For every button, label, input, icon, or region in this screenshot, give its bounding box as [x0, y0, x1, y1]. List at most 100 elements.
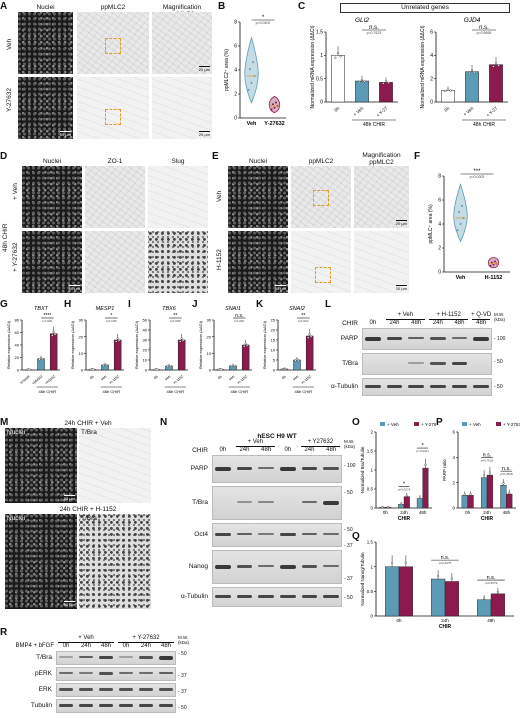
y-tick-label: 4 — [234, 68, 237, 74]
micrograph-magnified-y27632: 20 µm — [152, 77, 212, 139]
y-tick-label: 1.5 — [367, 449, 374, 454]
x-tick-label: H-1152 — [301, 374, 312, 384]
panel-label-m: M — [0, 417, 9, 428]
chart-title: GLI2 — [355, 17, 369, 24]
x-tick-label: 0h — [153, 374, 159, 380]
data-point — [249, 68, 251, 71]
mw-title: M.W. (kDa) — [494, 312, 505, 322]
y-tick-label: 20 — [271, 328, 276, 333]
band — [280, 467, 296, 471]
micrograph-m-tbra-veh: T/Bra — [79, 428, 151, 503]
lane-group-label: + Veh — [247, 439, 264, 445]
y-tick-label: 6 — [452, 430, 455, 435]
m-bottom-title: 24h CHIR + H-1152 — [59, 506, 117, 513]
data-point — [483, 597, 486, 600]
bar — [481, 477, 488, 509]
y-tick-label: 8 — [234, 20, 237, 26]
mw-marker: - 100 — [344, 463, 356, 469]
bar — [500, 484, 507, 509]
y-tick-label: 0 — [438, 270, 441, 276]
blot-strip — [56, 667, 176, 681]
data-point — [473, 71, 476, 74]
band — [98, 672, 114, 675]
chart-f: 0 2 4 6 8 ppMLC⁺ area (%) Veh H-1152 ***p=0.0002 — [428, 169, 510, 281]
lane-label: 48h — [261, 447, 272, 453]
band — [473, 385, 489, 389]
chart-title: SNAI1 — [225, 306, 241, 312]
x-axis-label: CHIR — [439, 624, 452, 630]
y-tick-label: 10 — [207, 351, 212, 356]
roi-box — [313, 190, 329, 206]
bar — [444, 581, 460, 617]
significance-stars: *** — [473, 169, 481, 175]
micrograph-title: T/Bra — [81, 429, 97, 436]
lane-group-label: + Veh — [78, 635, 94, 641]
band — [430, 362, 446, 365]
data-point — [243, 345, 246, 348]
bar — [305, 335, 314, 371]
chart-i: 0 10 20 30 40 50 Relative expression (ΔΔCt) TBX… — [134, 306, 188, 394]
x-tick-label: Y-27632 — [264, 121, 285, 127]
y-axis-label: Relative expression (ΔΔCt) — [198, 320, 203, 369]
data-point — [247, 88, 250, 91]
significance-stars: * — [403, 482, 406, 488]
band — [236, 565, 253, 568]
y-tick-label: 0.5 — [367, 487, 374, 492]
x-tick-label: 0h — [396, 618, 402, 623]
band — [301, 533, 318, 536]
protein-label: Oct4 — [194, 531, 208, 538]
data-point — [470, 69, 474, 72]
blot-strip — [212, 550, 342, 584]
col-title: Nuclei — [248, 158, 268, 165]
group-label: 48h CHIR — [167, 389, 185, 394]
y-tick-label: 2 — [234, 92, 237, 98]
panel-label-c: C — [298, 1, 306, 12]
scale-bar: 20 µm — [395, 219, 407, 226]
mw-title: M.W. (kDa) — [178, 635, 189, 645]
protein-label: α-Tubulin — [331, 383, 358, 390]
protein-label: ERK — [38, 686, 52, 693]
band — [215, 533, 231, 537]
x-tick-label: 24h — [400, 510, 408, 515]
violin — [268, 95, 281, 114]
lane-label: 0h — [369, 320, 377, 326]
bar — [293, 359, 301, 371]
band — [118, 656, 134, 658]
p-value: p=0.5665 — [477, 31, 492, 35]
data-point — [461, 204, 463, 207]
bar — [416, 498, 423, 509]
y-tick-label: 50 — [143, 318, 148, 323]
x-tick-label: Veh — [164, 374, 171, 381]
m-top-title: 24h CHIR + Veh — [64, 420, 112, 427]
row-title: Veh — [6, 38, 13, 50]
x-tick-label: 0h — [281, 374, 287, 380]
legend-swatch — [414, 422, 419, 426]
micrograph-title: Nuclei — [7, 429, 26, 436]
bar — [403, 496, 410, 509]
data-point — [334, 56, 337, 59]
data-point — [459, 223, 462, 226]
data-point — [456, 229, 459, 232]
legend-swatch — [496, 422, 501, 426]
y-tick-label: 8 — [438, 174, 441, 180]
y-tick-label: 20 — [15, 355, 20, 360]
mw-marker: - 50 — [344, 527, 353, 533]
band — [58, 688, 74, 691]
band — [78, 704, 94, 708]
band — [98, 688, 114, 691]
band — [98, 704, 114, 708]
protein-label: α-Tubulin — [181, 593, 208, 600]
lane-group-bar — [118, 642, 174, 643]
lane-label: 24h — [239, 447, 250, 453]
chart-b: 0 2 4 6 8 ppMLC2⁺ area (%) Veh Y-27632 *p=0.0402 — [224, 15, 286, 127]
x-tick-label: 48h — [419, 510, 427, 515]
band — [323, 565, 339, 567]
group-label: 48h CHIR — [363, 122, 385, 128]
bar — [422, 467, 429, 509]
y-tick-label: 15 — [271, 338, 276, 343]
band — [138, 704, 154, 708]
mw-marker: - 50 — [344, 490, 353, 496]
scale-bar: 50 µm — [68, 284, 80, 291]
col-title: Nuclei — [42, 158, 62, 165]
y-tick-label: 2 — [438, 246, 441, 252]
